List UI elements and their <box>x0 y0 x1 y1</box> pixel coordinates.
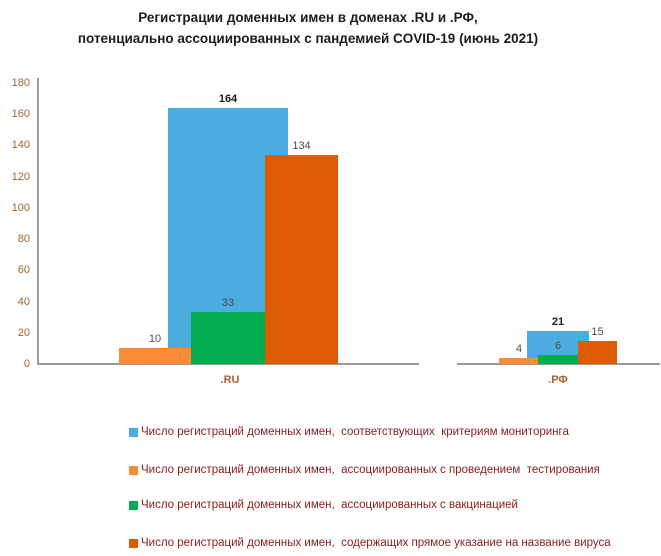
y-tick-120: 120 <box>11 170 30 183</box>
category-label-ru: .RU <box>220 374 240 386</box>
legend-label-monitoring: Число регистраций доменных имен, соответ… <box>141 426 569 438</box>
bar-ru-virus_name <box>265 154 338 364</box>
y-tick-140: 140 <box>11 139 30 152</box>
y-tick-40: 40 <box>17 295 30 308</box>
y-tick-20: 20 <box>17 326 30 339</box>
y-tick-0: 0 <box>23 358 30 370</box>
legend-swatch-vaccination <box>129 500 138 510</box>
legend-swatch-monitoring <box>129 427 138 437</box>
y-tick-80: 80 <box>17 233 30 246</box>
category-label-рф: .РФ <box>548 374 568 386</box>
chart-title-line1: Регистрации доменных имен в доменах .RU … <box>138 10 478 25</box>
legend-swatch-virus_name <box>129 538 138 548</box>
y-tick-160: 160 <box>11 108 30 121</box>
bar-value-label: 134 <box>292 139 311 152</box>
bar-value-label: 21 <box>551 316 565 329</box>
chart-title-line2: потенциально ассоциированных с пандемией… <box>77 31 539 46</box>
y-tick-60: 60 <box>17 264 30 277</box>
bar-value-label: 4 <box>515 342 523 355</box>
bar-value-label: 15 <box>591 325 604 338</box>
x-axis-line-ru <box>38 363 419 365</box>
legend-label-vaccination: Число регистраций доменных имен, ассоции… <box>141 499 518 511</box>
legend-label-virus_name: Число регистраций доменных имен, содержа… <box>141 537 611 549</box>
legend-label-testing: Число регистраций доменных имен, ассоции… <box>141 464 600 476</box>
bar-ru-testing <box>119 348 191 364</box>
x-axis-line-rf <box>457 363 660 365</box>
bar-value-label: 33 <box>221 297 235 310</box>
legend-swatch-testing <box>129 465 138 475</box>
y-axis-line <box>37 78 39 365</box>
chart-title: Регистрации доменных имен в доменах .RU … <box>0 7 616 49</box>
bar-рф-virus_name <box>578 340 617 364</box>
bar-рф-vaccination <box>538 354 578 364</box>
bar-value-label: 10 <box>148 333 162 346</box>
y-tick-180: 180 <box>11 77 30 89</box>
bar-value-label: 164 <box>218 92 238 105</box>
y-tick-100: 100 <box>11 201 30 214</box>
bar-value-label: 6 <box>554 339 562 352</box>
bar-рф-testing <box>499 357 539 364</box>
bar-ru-vaccination <box>191 312 265 364</box>
